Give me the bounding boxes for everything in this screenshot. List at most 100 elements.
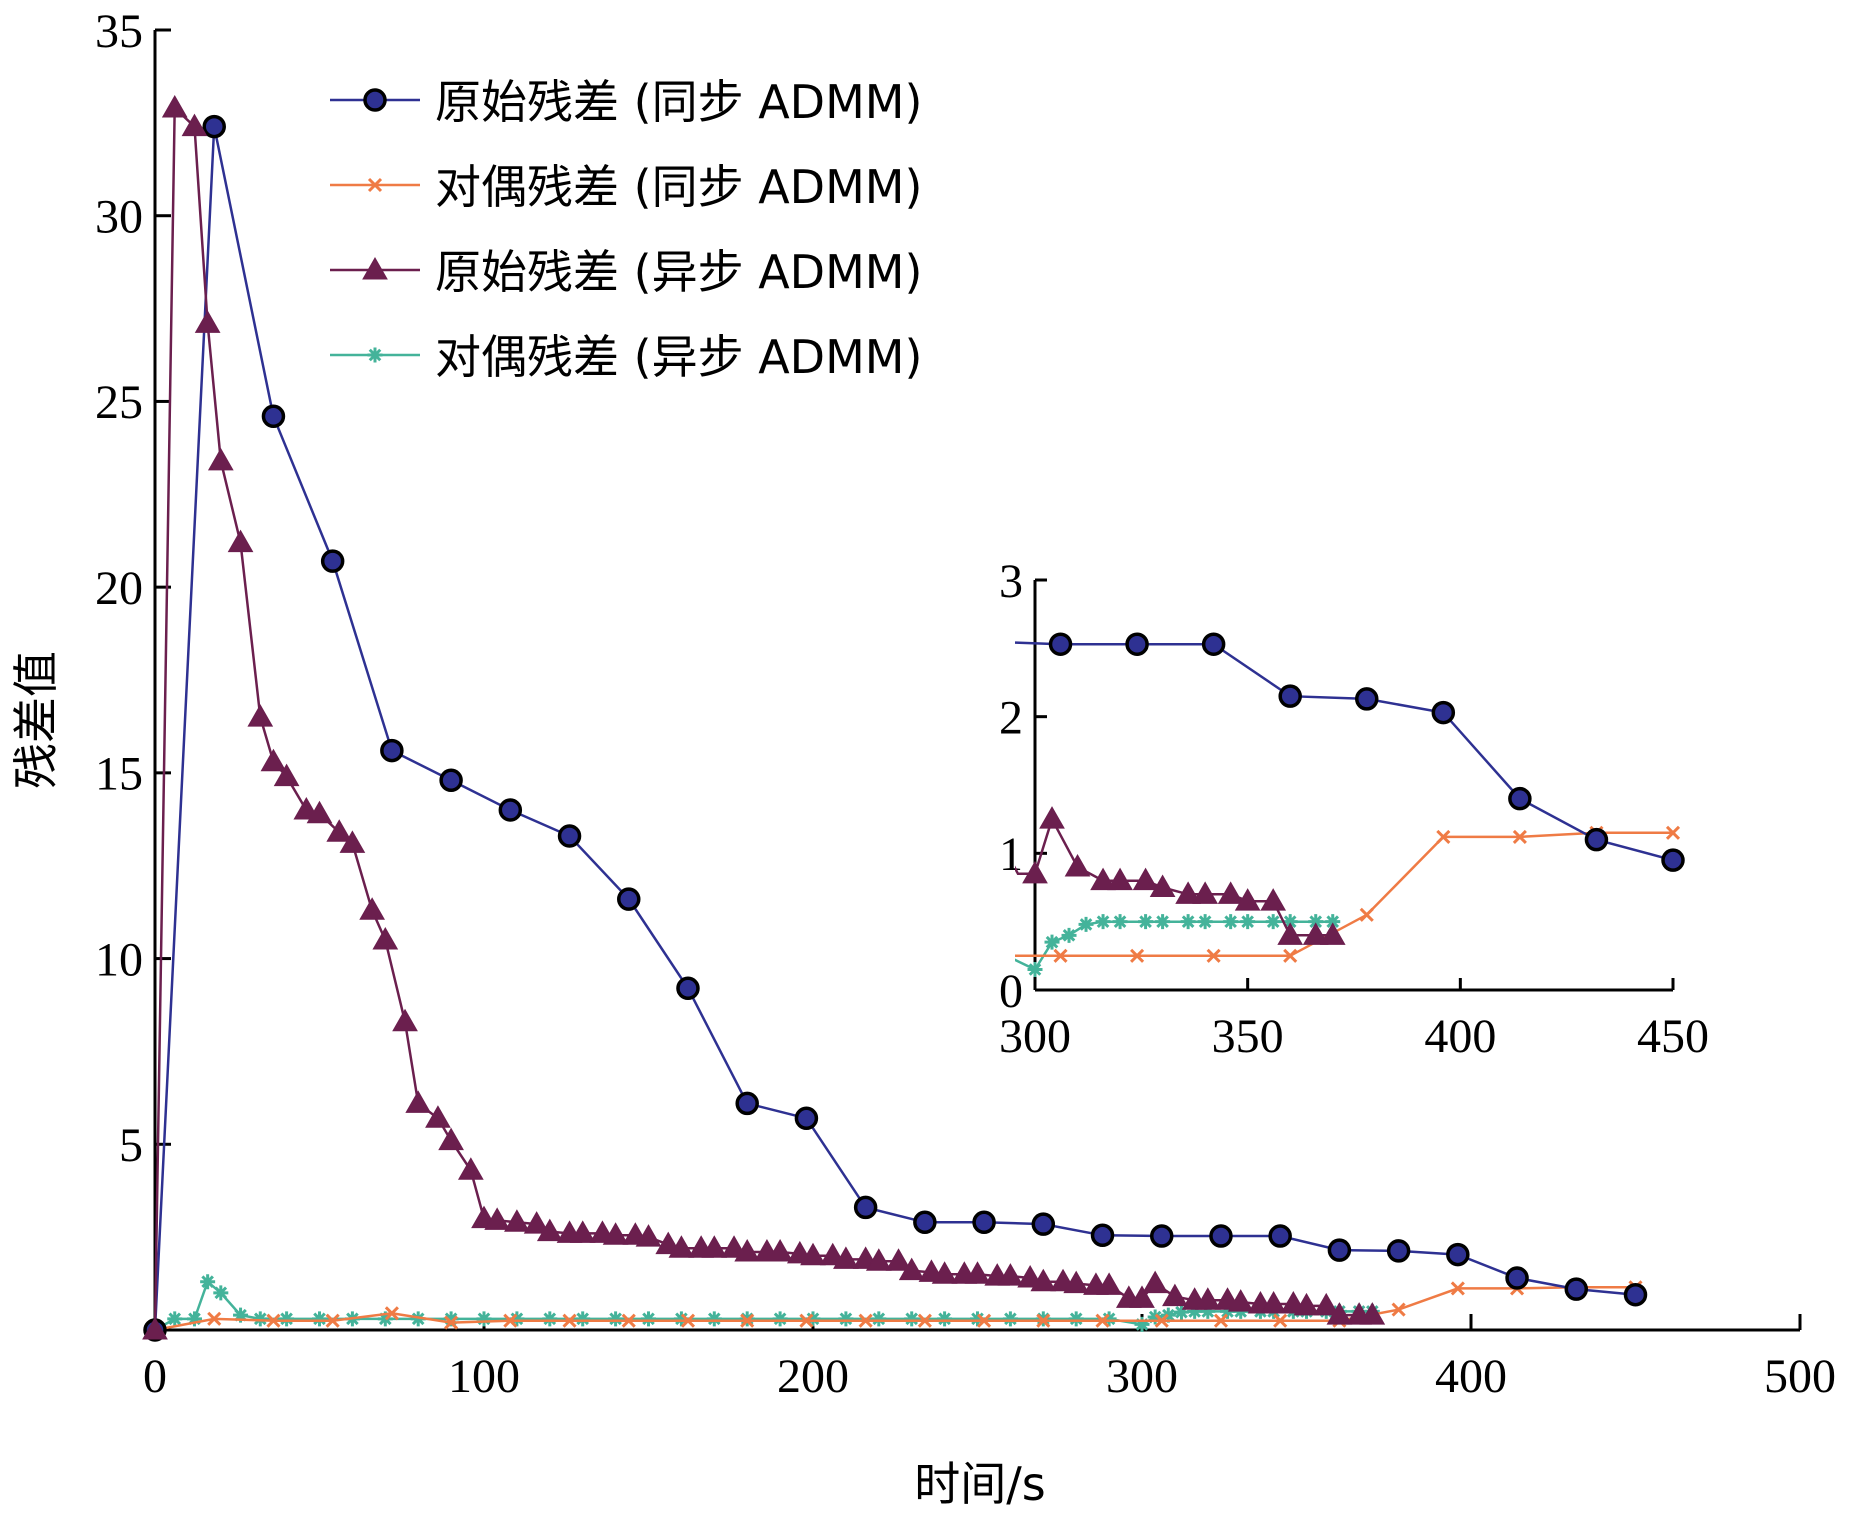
main-point-3-36 [1173,1304,1189,1320]
main-point-1-8 [621,1313,636,1328]
inset-point-3-46 [1282,914,1298,930]
main-x-tick-label-4: 400 [1435,1350,1507,1403]
inset-x-tick-label-1: 350 [1212,1010,1284,1063]
main-point-3-17 [608,1311,624,1327]
legend-label-primal-sync: 原始残差 (同步 ADMM) [435,75,922,129]
inset-point-2-70 [1234,888,1261,911]
legend-item-primal-async: 原始残差 (异步 ADMM) [330,245,922,299]
main-point-3-34 [1147,1309,1163,1325]
inset-point-1-25 [1665,825,1681,840]
inset-point-1-23 [1512,829,1527,844]
main-x-ticks: 0 100 200 300 400 500 [143,1314,1836,1403]
inset-point-3-40 [1155,914,1171,930]
main-y-tick-label-3: 20 [95,562,143,615]
main-series-line-1 [154,1286,1636,1332]
inset-point-3-48 [1325,914,1341,930]
main-point-2-54 [1030,1268,1057,1292]
inset-point-2-64 [1107,867,1133,891]
main-point-3-13 [476,1311,492,1327]
main-point-2-74 [1359,1302,1386,1325]
main-point-2-44 [865,1248,892,1271]
main-point-3-18 [641,1311,656,1327]
inset-series-line-3 [1015,920,1333,972]
inset-point-0-22 [1431,700,1456,725]
inset-point-2-67 [1175,881,1201,904]
main-point-2-64 [1194,1287,1221,1310]
inset-x-tick-label-2: 400 [1424,1010,1496,1063]
inset-axes: 300 350 400 450 0 1 2 3 [999,555,1709,1063]
main-x-tick-label-0: 0 [143,1350,167,1403]
main-point-3-19 [673,1311,689,1327]
main-point-1-10 [740,1313,755,1328]
main-point-3-3 [200,1274,216,1290]
legend-marker-1 [367,177,383,193]
main-point-0-6 [498,798,523,822]
main-point-0-8 [617,887,641,911]
main-point-1-22 [1450,1281,1465,1296]
main-point-3-24 [838,1311,854,1327]
legend-marker-0 [363,88,387,112]
main-point-1-3 [325,1313,340,1328]
main-point-0-19 [1268,1224,1292,1248]
main-point-2-11 [326,819,353,842]
main-point-1-6 [503,1313,518,1328]
main-point-2-6 [247,704,274,727]
inset-point-0-24 [1584,827,1609,852]
main-point-2-12 [339,830,366,853]
inset-point-2-72 [1277,922,1304,945]
main-point-0-11 [794,1106,819,1131]
inset-y-tick-label-3: 3 [999,555,1023,608]
main-point-0-23 [1505,1266,1529,1290]
main-point-1-7 [562,1313,577,1328]
legend-sample-primal-sync [330,88,420,112]
legend-label-dual-async: 对偶残差 (异步 ADMM) [435,330,922,384]
inset-series-3 [1015,914,1341,977]
main-series-2 [142,94,1386,1340]
inset-plot-area [1015,632,1685,977]
inset-point-3-39 [1138,914,1154,930]
main-point-3-16 [575,1311,591,1327]
main-point-0-20 [1327,1238,1352,1262]
main-point-1-19 [1273,1313,1288,1328]
main-point-3-29 [1002,1311,1018,1327]
main-point-3-20 [706,1311,722,1327]
inset-y-tick-label-1: 1 [999,828,1023,881]
main-point-1-4 [384,1306,399,1321]
main-point-2-40 [800,1242,826,1266]
legend-marker-3 [367,347,383,363]
main-point-2-24 [536,1218,563,1242]
main-point-2-2 [181,113,208,137]
inset-point-0-17 [1048,632,1073,656]
main-point-1-15 [1036,1313,1051,1328]
main-y-tick-label-0: 5 [119,1119,143,1172]
main-point-0-10 [735,1091,759,1116]
main-point-3-25 [871,1311,887,1327]
inset-y-tick-label-0: 0 [999,965,1023,1018]
main-y-ticks: 5 10 15 20 25 30 35 [95,5,171,1172]
main-point-2-14 [372,926,399,950]
inset-point-3-36 [1078,916,1094,932]
inset-point-1-18 [1130,948,1145,963]
main-y-tick-label-2: 15 [95,748,143,801]
inset-series-line-1 [1015,831,1673,958]
main-point-2-38 [767,1238,793,1262]
inset-series-line-2 [1015,815,1333,937]
main-point-2-5 [227,529,254,553]
main-x-tick-label-2: 200 [777,1350,849,1403]
main-point-0-21 [1386,1239,1411,1263]
inset-point-2-74 [1319,922,1346,945]
main-point-1-1 [207,1311,222,1326]
main-point-2-62 [1162,1283,1188,1307]
inset-point-2-62 [1064,853,1091,877]
inset-x-tick-label-0: 300 [999,1010,1071,1063]
main-y-tick-label-1: 10 [95,933,143,986]
inset-series-line-0 [1015,641,1674,862]
main-point-2-26 [569,1220,596,1243]
main-point-0-1 [202,114,226,139]
main-point-1-12 [858,1313,873,1328]
main-plot-area [142,94,1648,1342]
inset-x-tick-label-3: 450 [1637,1010,1709,1063]
inset-y-ticks: 0 1 2 3 [999,555,1047,1018]
main-point-3-31 [1068,1311,1084,1327]
main-point-0-2 [261,404,286,429]
